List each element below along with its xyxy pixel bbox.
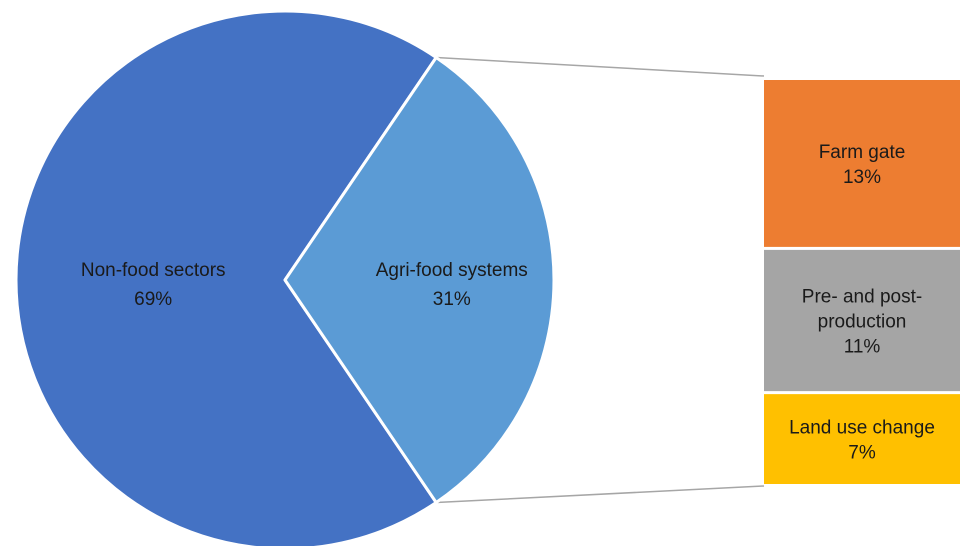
stacked-bar bbox=[764, 80, 960, 484]
pie-label-agri-food-systems: Agri-food systems bbox=[376, 260, 528, 281]
connector-lines bbox=[436, 56, 765, 504]
bar-segment-land-use-change bbox=[764, 394, 960, 484]
pie bbox=[14, 9, 556, 546]
bar-segment-pre-and-post-production bbox=[764, 249, 960, 392]
bar-segment-farm-gate bbox=[764, 80, 960, 247]
connector-line-top bbox=[436, 56, 765, 77]
bar-value-pre-and-post-production: 11% bbox=[844, 337, 881, 358]
pie-value-agri-food-systems: 31% bbox=[433, 289, 471, 310]
data-labels: Non-food sectors 69% Agri-food systems 31% F… bbox=[81, 142, 935, 464]
connector-line-bottom bbox=[436, 485, 765, 504]
pie-label-non-food-sectors: Non-food sectors bbox=[81, 260, 226, 281]
pie-slice-non-food-sectors bbox=[14, 9, 438, 546]
bar-value-farm-gate: 13% bbox=[843, 167, 881, 188]
pie-value-non-food-sectors: 69% bbox=[134, 289, 172, 310]
bar-label-land-use-change: Land use change bbox=[789, 418, 935, 439]
bar-label-farm-gate: Farm gate bbox=[819, 142, 906, 163]
bar-label-pre-and-post-production: Pre- and post- bbox=[802, 287, 922, 308]
bar-value-land-use-change: 7% bbox=[848, 443, 876, 464]
pie-slice-agri-food-systems bbox=[283, 56, 556, 504]
bar-label-pre-and-post-production: production bbox=[818, 312, 907, 333]
